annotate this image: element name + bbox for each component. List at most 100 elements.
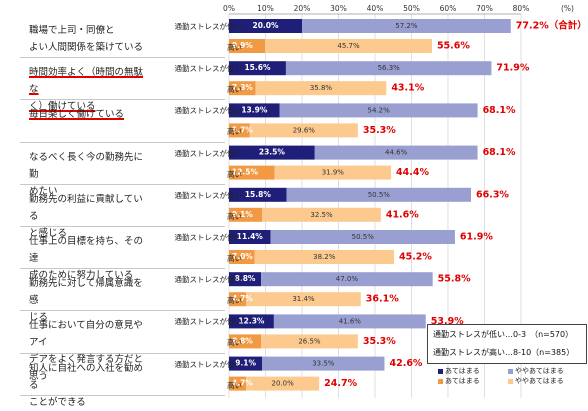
high-ate-data-label: 7.0% [232,252,253,261]
high-total-label: 44.4% [396,167,429,178]
item-row: なるべく長く今の勤務先に勤めたい 通勤ストレスが低い高い [20,143,242,197]
item-label: 時間効率よく（時間の無駄な く）働けている [29,64,151,115]
low-total-label: 53.9% [431,316,464,327]
high-yaya-bar [246,376,320,391]
low-yaya-data-label: 33.5% [312,360,335,368]
low-ate-data-label: 23.5% [259,148,286,157]
high-yaya-bar [254,250,394,264]
high-ate-data-label: 12.5% [232,168,259,177]
high-yaya-data-label: 29.6% [293,126,316,134]
item-label-line: めたい [29,185,58,197]
low-yaya-bar [302,19,511,33]
low-ate-bar [229,145,315,160]
item-row: 勤務先の利益に貢献している と感じる通勤ストレスが低い 高い [20,185,242,239]
item-label-line: 勤務先に対して帰属意識を感 [29,278,143,307]
group-label-high: 高い [227,43,242,52]
group-label-low: 通勤ストレスが低い [174,22,243,31]
high-ate-data-label: 4.7% [232,379,253,388]
group-label-high: 高い [227,211,242,221]
low-ate-data-label: 11.4% [237,232,264,241]
item-label-line: 職場で上司・同僚と [29,25,115,36]
legend-low-ate-label: あてはまる [445,367,480,375]
high-ate-bar [229,292,247,307]
high-yaya-data-label: 26.5% [298,337,321,345]
high-ate-bar [229,81,256,96]
group-label-high: 高い [227,169,242,179]
low-yaya-bar [270,230,455,244]
high-yaya-bar [249,123,358,138]
high-total-label: 45.2% [399,252,432,263]
low-yaya-data-label: 44.6% [385,149,408,157]
high-total-label: 35.3% [363,336,396,347]
high-total-label: 35.3% [363,125,396,136]
group-label-high: 高い [227,254,242,263]
legend-high-ate: あてはまる [438,376,480,386]
low-ate-bar [229,314,274,329]
high-yaya-bar [265,39,432,53]
item-label-line: 毎日楽しく働けている [29,109,125,121]
low-total-label: 68.1% [483,105,516,116]
low-yaya-bar [279,103,478,118]
item-label-line: じる [29,312,49,324]
high-ate-bar [229,165,275,180]
high-ate-data-label: 8.8% [232,336,253,345]
low-yaya-bar [261,272,433,287]
low-ate-bar [229,61,286,76]
item-label: 毎日楽しく働けている [29,106,151,123]
item-label-line: なるべく長く今の勤務先に勤 [29,151,144,180]
legend-low-yaya-label: ややあてはまる [515,367,564,375]
legend-low-line: 通勤ストレスが低い…0-3 （n=570） [433,330,574,339]
high-yaya-data-label: 32.5% [310,211,333,219]
high-yaya-data-label: 45.7% [337,42,360,50]
group-label-high: 高い [227,380,242,390]
legend-high-yaya-swatch [508,378,513,384]
high-ate-bar [229,250,255,264]
legend-high-line: 通勤ストレスが高い…8-10（n=385） [433,348,575,357]
x-tick-label: 80% [512,4,530,13]
high-yaya-bar [262,207,381,222]
high-total-label: 41.6% [386,209,419,220]
low-ate-bar [229,19,302,33]
low-yaya-bar [273,314,426,329]
item-row: 毎日楽しく働けている 通勤ストレスが低い 高い [20,100,242,143]
low-yaya-bar [286,187,471,202]
item-row: 仕事において自分の意見やアイ デアをよく発言する方だと思う 通勤ストレスが低い 高い [20,311,242,382]
low-ate-data-label: 13.9% [241,105,268,114]
group-label-low: 通勤ストレスが低い [174,233,243,242]
low-yaya-data-label: 41.6% [339,317,362,325]
low-ate-data-label: 20.0% [252,21,279,30]
high-yaya-data-label: 38.2% [313,253,336,261]
legend-low-ate: あてはまる [438,366,480,376]
legend-high-yaya-label: ややあてはまる [515,377,564,385]
x-tick-label: 50% [403,4,420,13]
high-ate-bar [229,207,263,222]
high-total-label: 43.1% [391,83,424,94]
low-ate-bar [229,187,287,202]
item-label: 職場で上司・同僚と よい人間関係を築けている [29,22,151,56]
x-tick-label: (%) [561,4,574,13]
low-yaya-data-label: 57.2% [395,22,418,30]
high-total-label: 24.7% [324,378,357,389]
group-label-low: 通勤ストレスが低い [174,64,243,74]
item-label: 勤務先の利益に貢献している と感じる [29,191,151,242]
low-ate-data-label: 15.8% [245,190,272,199]
item-row: 時間効率よく（時間の無駄な く）働けている 通勤ストレスが低い 高い [20,58,242,112]
high-yaya-bar [261,334,358,349]
item-label-line: 仕事において自分の意見やアイ [29,320,143,349]
x-tick-label: 30% [330,4,347,13]
high-total-label: 36.1% [366,294,399,305]
x-tick-label: 60% [439,4,457,13]
item-row: 職場で上司・同僚と よい人間関係を築けている 通勤ストレスが低い高い [20,16,242,59]
group-label-high: 高い [227,338,242,348]
chart: 20.0% 57.2% 77.2%（合計） 9.9% 45.7% 55.6% 15.6% 56… [20,4,587,408]
item-label-line: く）働けている [29,101,96,113]
low-yaya-bar [285,61,492,76]
group-label-low: 通勤ストレスが低い [174,106,243,116]
legend-high-yaya: ややあてはまる [508,376,564,386]
low-ate-data-label: 9.1% [235,359,256,368]
high-ate-bar [229,334,262,349]
group-label-low: 通勤ストレスが低い [174,148,243,158]
low-yaya-bar [262,356,385,371]
low-total-label: 66.3% [476,189,509,200]
low-total-label: 71.9% [496,63,529,74]
